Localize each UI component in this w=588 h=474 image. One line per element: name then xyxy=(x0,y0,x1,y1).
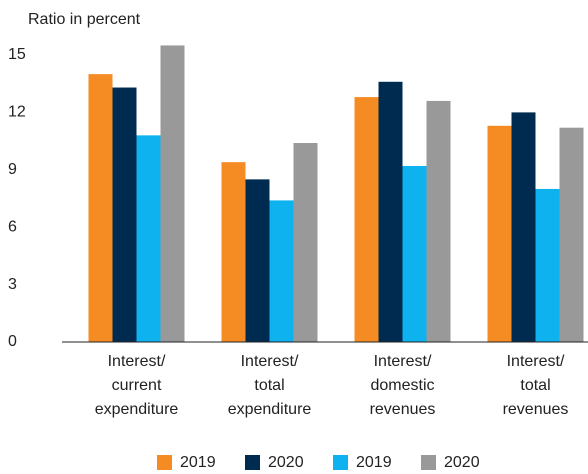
y-axis-label: Ratio in percent xyxy=(28,11,141,28)
y-tick-label: 0 xyxy=(8,333,17,350)
bar xyxy=(136,135,161,342)
bar xyxy=(88,74,113,342)
bar xyxy=(511,112,536,343)
legend-label: 2020 xyxy=(444,454,480,471)
bar xyxy=(487,125,512,342)
y-tick-label: 3 xyxy=(8,276,17,293)
bar xyxy=(269,200,294,342)
x-tick-label: Interest/total revenues xyxy=(503,353,569,418)
y-tick-label: 12 xyxy=(8,104,26,121)
bar xyxy=(559,127,584,342)
bar xyxy=(245,179,270,342)
y-tick-label: 9 xyxy=(8,161,17,178)
y-tick-label: 15 xyxy=(8,46,26,63)
y-tick-label: 6 xyxy=(8,218,17,235)
bar xyxy=(378,81,403,342)
bar xyxy=(426,100,451,342)
bar xyxy=(112,87,137,342)
x-tick-label: Interest/domestic revenues xyxy=(370,353,436,418)
legend-swatch xyxy=(333,455,348,470)
bar xyxy=(402,165,427,342)
legend-label: 2019 xyxy=(180,454,216,471)
legend-label: 2020 xyxy=(268,454,304,471)
bar xyxy=(221,162,246,342)
bar xyxy=(160,45,185,342)
bar xyxy=(535,188,560,342)
legend-swatch xyxy=(245,455,260,470)
legend-label: 2019 xyxy=(356,454,392,471)
bar xyxy=(293,143,318,342)
legend-swatch xyxy=(157,455,172,470)
x-tick-label: Interest/total expenditure xyxy=(228,353,312,418)
bar xyxy=(354,97,379,343)
legend-swatch xyxy=(421,455,436,470)
x-tick-label: Interest/current expenditure xyxy=(95,353,179,418)
